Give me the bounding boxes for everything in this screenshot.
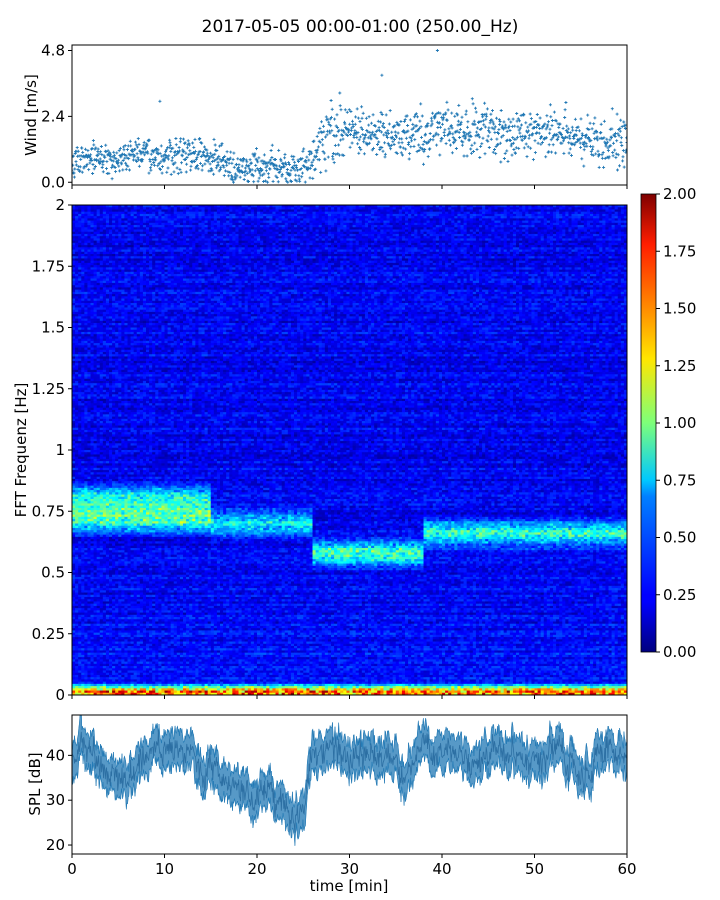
wind-points (71, 49, 629, 184)
wind-point-markers (71, 49, 629, 184)
wind-y-axis-label: Wind [m/s] (22, 74, 40, 156)
wind-scatter-panel: 0.0 2.4 4.8 Wind [m/s] (22, 41, 629, 191)
wind-y-tick-label: 0.0 (41, 173, 65, 191)
figure-title: 2017-05-05 00:00-01:00 (250.00_Hz) (202, 17, 519, 37)
spectrogram-heatmap (72, 205, 627, 695)
wind-y-tick-label: 4.8 (41, 41, 65, 59)
wind-x-ticks (72, 185, 627, 189)
wind-y-ticks: 0.0 2.4 4.8 (41, 41, 72, 191)
wind-plot-frame (72, 45, 627, 185)
wind-y-tick-label: 2.4 (41, 107, 65, 125)
